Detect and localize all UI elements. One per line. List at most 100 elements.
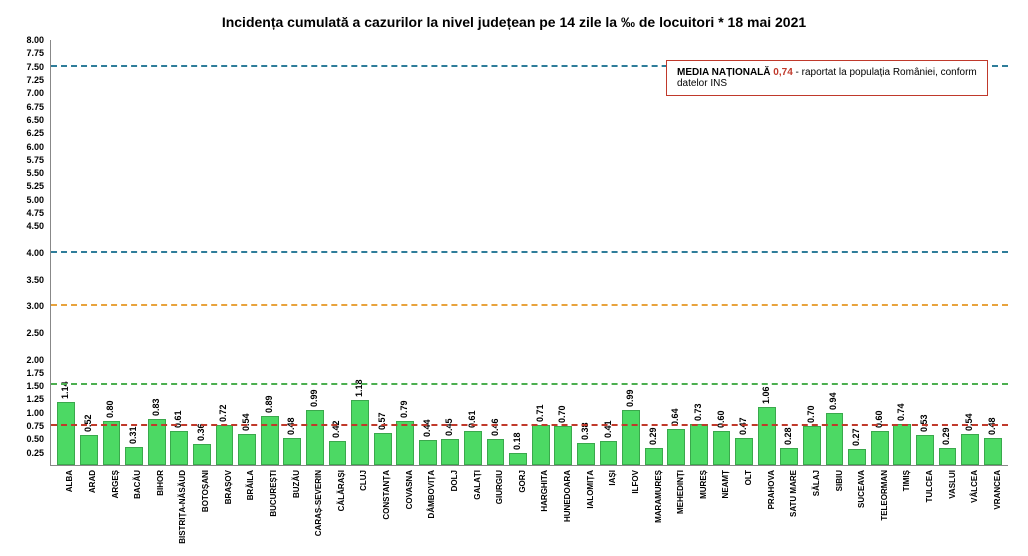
bar-slot: 0.18	[507, 40, 530, 465]
bar-slot: 0.89	[258, 40, 281, 465]
bar-value-label: 0.29	[941, 427, 951, 445]
x-tick-label: ARAD	[77, 468, 100, 546]
bar: 0.61	[170, 431, 188, 465]
bar: 0.83	[148, 419, 166, 465]
bar-slot: 0.99	[620, 40, 643, 465]
bar-value-label: 0.99	[625, 390, 635, 408]
bar-value-label: 0.45	[444, 419, 454, 437]
bar-value-label: 0.54	[964, 414, 974, 432]
bar-slot: 0.80	[100, 40, 123, 465]
bar: 0.54	[961, 434, 979, 465]
x-tick-label: MEHEDINȚI	[665, 468, 688, 546]
bar: 0.54	[238, 434, 256, 465]
x-tick-label: IAȘI	[597, 468, 620, 546]
x-tick-label: TULCEA	[914, 468, 937, 546]
bar-value-label: 1.06	[761, 386, 771, 404]
bar-slot: 0.61	[168, 40, 191, 465]
y-axis: 0.250.500.751.001.251.501.752.002.503.00…	[10, 40, 48, 466]
y-tick: 4.75	[26, 208, 44, 218]
bar: 0.48	[283, 438, 301, 466]
bar-value-label: 0.47	[738, 418, 748, 436]
bar-value-label: 0.80	[105, 400, 115, 418]
bar: 0.41	[600, 441, 618, 465]
y-tick: 5.25	[26, 181, 44, 191]
x-tick-label: SIBIU	[823, 468, 846, 546]
bar-slot: 0.28	[778, 40, 801, 465]
bar-slot: 0.52	[78, 40, 101, 465]
x-tick-label: HUNEDOARA	[552, 468, 575, 546]
bar-value-label: 0.83	[151, 398, 161, 416]
y-tick: 8.00	[26, 35, 44, 45]
bar: 0.45	[441, 439, 459, 465]
bar: 0.48	[984, 438, 1002, 466]
bar-value-label: 0.18	[512, 433, 522, 451]
bar: 0.64	[667, 429, 685, 465]
plot-area: 1.140.520.800.310.830.610.360.720.540.89…	[50, 40, 1008, 466]
bar: 0.46	[487, 439, 505, 465]
bar: 1.06	[758, 407, 776, 465]
bar: 0.18	[509, 453, 527, 465]
bar-slot: 0.47	[733, 40, 756, 465]
bar: 0.52	[80, 435, 98, 465]
bar-value-label: 0.44	[422, 419, 432, 437]
x-tick-label: BRĂILA	[235, 468, 258, 546]
x-axis: ALBAARADARGEȘBACĂUBIHORBISTRIȚA-NĂSĂUDBO…	[50, 468, 1008, 546]
bar: 0.60	[713, 431, 731, 465]
bar-slot: 0.60	[868, 40, 891, 465]
bar: 0.27	[848, 449, 866, 465]
x-tick-label: PRAHOVA	[755, 468, 778, 546]
bar-slot: 0.99	[304, 40, 327, 465]
x-tick-label: BUZĂU	[280, 468, 303, 546]
x-tick-label: CLUJ	[348, 468, 371, 546]
bar-slot: 1.06	[755, 40, 778, 465]
x-tick-label: HARGHITA	[529, 468, 552, 546]
x-tick-label: GIURGIU	[484, 468, 507, 546]
y-tick: 7.00	[26, 88, 44, 98]
bar-value-label: 0.46	[490, 418, 500, 436]
x-tick-label: VÂLCEA	[959, 468, 982, 546]
bar-slot: 0.48	[281, 40, 304, 465]
y-tick: 2.50	[26, 328, 44, 338]
bar-slot: 0.83	[145, 40, 168, 465]
bar-value-label: 0.48	[987, 417, 997, 435]
x-tick-label: SUCEAVA	[846, 468, 869, 546]
bar-value-label: 0.28	[783, 428, 793, 446]
y-tick: 5.75	[26, 155, 44, 165]
bar: 1.18	[351, 400, 369, 465]
x-tick-label: MARAMUREȘ	[642, 468, 665, 546]
bar: 0.29	[939, 448, 957, 465]
bar-value-label: 0.89	[264, 395, 274, 413]
reference-line	[51, 383, 1008, 385]
x-tick-label: CONSTANȚA	[371, 468, 394, 546]
y-tick: 1.75	[26, 368, 44, 378]
bar: 0.42	[329, 441, 347, 465]
bar: 0.47	[735, 438, 753, 465]
bar-value-label: 0.31	[128, 426, 138, 444]
reference-line	[51, 251, 1008, 253]
x-tick-label: CĂLĂRAȘI	[326, 468, 349, 546]
bar-slot: 0.41	[597, 40, 620, 465]
bar-slot: 1.14	[55, 40, 78, 465]
y-tick: 5.50	[26, 168, 44, 178]
bar: 0.28	[780, 448, 798, 465]
y-tick: 6.50	[26, 115, 44, 125]
bar: 0.60	[871, 431, 889, 465]
bar-value-label: 0.71	[535, 405, 545, 423]
bar-value-label: 0.57	[377, 412, 387, 430]
bar: 0.72	[216, 425, 234, 465]
x-tick-label: VASLUI	[936, 468, 959, 546]
bar-slot: 0.73	[688, 40, 711, 465]
x-tick-label: BACĂU	[122, 468, 145, 546]
reference-line	[51, 304, 1008, 306]
bar-value-label: 0.73	[693, 404, 703, 422]
bar-slot: 0.79	[394, 40, 417, 465]
x-tick-label: OLT	[733, 468, 756, 546]
bar: 0.57	[374, 433, 392, 465]
bars-group: 1.140.520.800.310.830.610.360.720.540.89…	[51, 40, 1008, 465]
incidence-chart: Incidența cumulată a cazurilor la nivel …	[10, 10, 1018, 546]
bar: 0.31	[125, 447, 143, 465]
bar-value-label: 0.70	[557, 405, 567, 423]
x-tick-label: BOTOȘANI	[190, 468, 213, 546]
bar-slot: 0.74	[891, 40, 914, 465]
x-tick-label: SĂLAJ	[801, 468, 824, 546]
